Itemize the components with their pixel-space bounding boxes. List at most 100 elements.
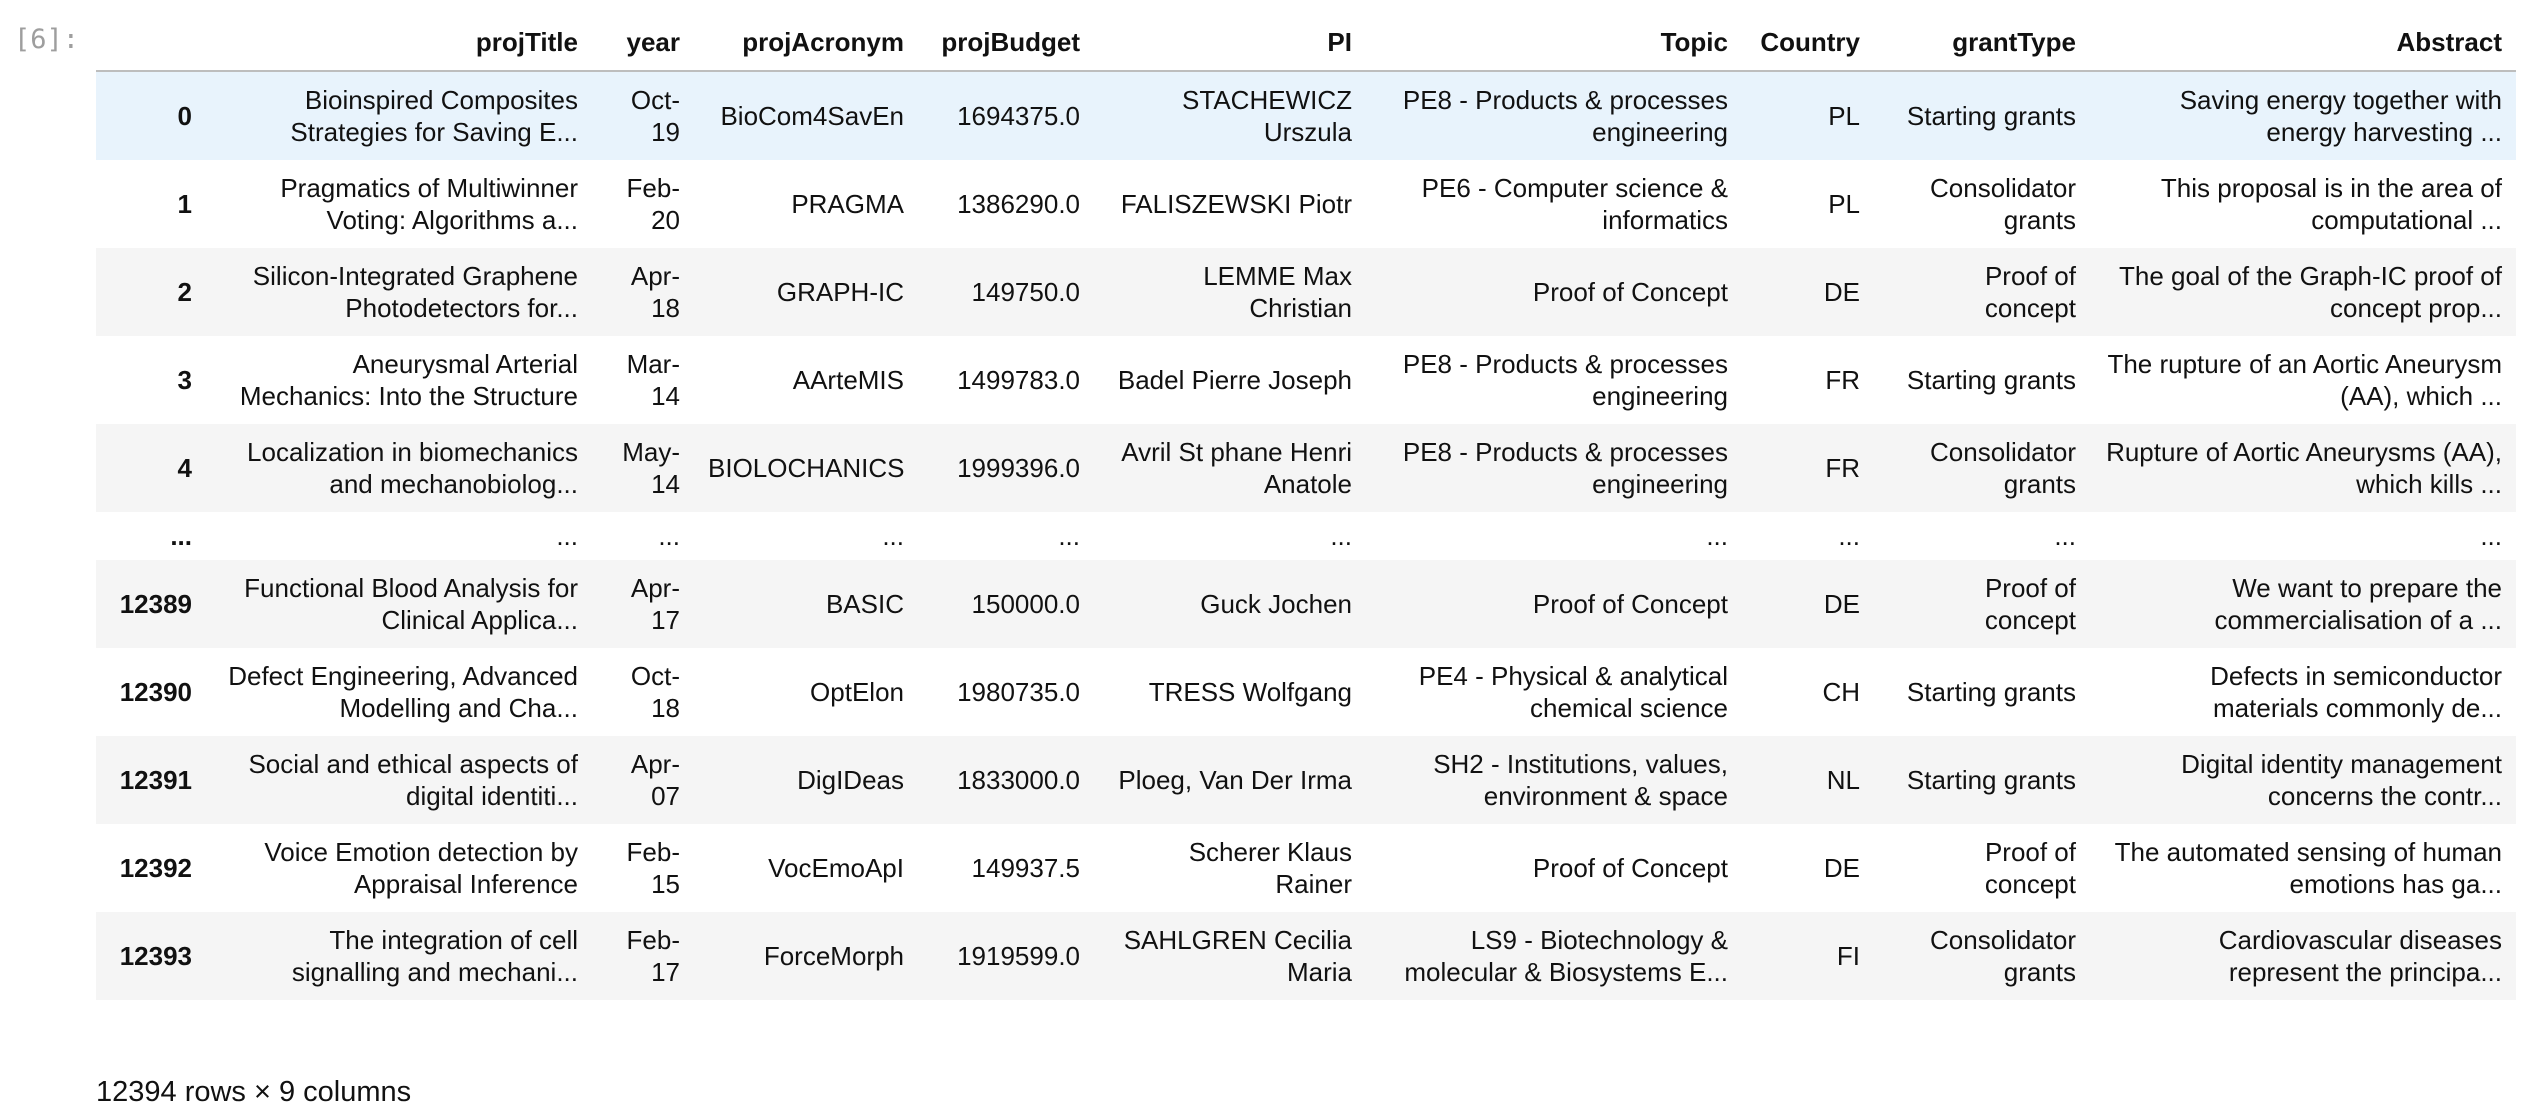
cell-abstract: Rupture of Aortic Aneurysms (AA), which … <box>2106 437 2502 499</box>
cell-abstract: Cardiovascular diseases represent the pr… <box>2218 925 2502 987</box>
cell-projacronym: PRAGMA <box>791 189 904 219</box>
cell-projacronym: OptElon <box>810 677 904 707</box>
table-row: 12389 Functional Blood Analysis for Clini… <box>96 560 2516 648</box>
column-header-country: Country <box>1742 20 1874 72</box>
cell-projbudget: 1694375.0 <box>957 101 1080 131</box>
table-row: 3 Aneurysmal Arterial Mechanics: Into the… <box>96 336 2516 424</box>
row-index: 2 <box>177 277 192 307</box>
cell-projtitle: Voice Emotion detection by Appraisal Inf… <box>264 837 578 899</box>
cell-pi: Ploeg, Van Der Irma <box>1118 765 1352 795</box>
table-row: 12393 The integration of cell signalling … <box>96 912 2516 1000</box>
cell-topic: PE8 - Products & processes engineering <box>1402 437 1728 499</box>
cell-abstract: We want to prepare the commercialisation… <box>2214 573 2502 635</box>
cell-projtitle: Functional Blood Analysis for Clinical A… <box>244 573 578 635</box>
cell-granttype: Consolidator grants <box>1930 173 2076 235</box>
cell-projbudget: 1499783.0 <box>957 365 1080 395</box>
cell-projtitle: Defect Engineering, Advanced Modelling a… <box>228 661 578 723</box>
cell-topic: Proof of Concept <box>1532 853 1728 883</box>
cell-pi: Badel Pierre Joseph <box>1117 365 1352 395</box>
cell-abstract: Defects in semiconductor materials commo… <box>2210 661 2502 723</box>
cell-topic: PE6 - Computer science & informatics <box>1421 173 1728 235</box>
cell-granttype: ... <box>2054 521 2076 551</box>
cell-topic: PE4 - Physical & analytical chemical sci… <box>1418 661 1728 723</box>
column-header-granttype: grantType <box>1874 20 2090 72</box>
cell-abstract: This proposal is in the area of computat… <box>2160 173 2502 235</box>
cell-pi: SAHLGREN Cecilia Maria <box>1123 925 1352 987</box>
row-index: ... <box>170 521 192 551</box>
cell-pi: TRESS Wolfgang <box>1148 677 1352 707</box>
row-index: 12390 <box>119 677 192 707</box>
ellipsis-row: .............................. <box>96 512 2516 560</box>
cell-projacronym: DigIDeas <box>797 765 904 795</box>
cell-topic: ... <box>1706 521 1728 551</box>
cell-granttype: Starting grants <box>1906 101 2076 131</box>
row-index: 12393 <box>119 941 192 971</box>
cell-projacronym: BASIC <box>825 589 904 619</box>
cell-country: FR <box>1825 365 1860 395</box>
cell-country: NL <box>1826 765 1860 795</box>
table-row: 12392 Voice Emotion detection by Appraisa… <box>96 824 2516 912</box>
cell-projtitle: Bioinspired Composites Strategies for Sa… <box>290 85 578 147</box>
cell-abstract: Saving energy together with energy harve… <box>2179 85 2502 147</box>
cell-country: PL <box>1828 189 1860 219</box>
cell-projtitle: The integration of cell signalling and m… <box>291 925 578 987</box>
cell-projacronym: ForceMorph <box>763 941 904 971</box>
cell-granttype: Starting grants <box>1906 765 2076 795</box>
cell-granttype: Proof of concept <box>1984 261 2076 323</box>
cell-projtitle: Silicon-Integrated Graphene Photodetecto… <box>252 261 578 323</box>
column-header-projbudget: projBudget <box>918 20 1094 72</box>
dataframe-shape-summary: 12394 rows × 9 columns <box>96 1076 412 1108</box>
table-row: 1 Pragmatics of Multiwinner Voting: Algor… <box>96 160 2516 248</box>
cell-projtitle: Pragmatics of Multiwinner Voting: Algori… <box>280 173 578 235</box>
cell-abstract: Digital identity management concerns the… <box>2181 749 2502 811</box>
cell-pi: ... <box>1330 521 1352 551</box>
cell-country: DE <box>1823 589 1860 619</box>
cell-year: Mar-14 <box>626 349 680 411</box>
cell-granttype: Consolidator grants <box>1930 925 2076 987</box>
cell-country: DE <box>1823 853 1860 883</box>
table-header: projTitle year projAcronym projBudget PI… <box>96 20 2516 72</box>
column-header-abstract: Abstract <box>2090 20 2516 72</box>
table-body: 0 Bioinspired Composites Strategies for S… <box>96 71 2516 1000</box>
row-index: 3 <box>177 365 192 395</box>
cell-country: FI <box>1836 941 1860 971</box>
cell-country: FR <box>1825 453 1860 483</box>
cell-projacronym: BIOLOCHANICS <box>708 453 905 483</box>
cell-projbudget: 1999396.0 <box>957 453 1080 483</box>
cell-abstract: The automated sensing of human emotions … <box>2114 837 2502 899</box>
cell-granttype: Proof of concept <box>1984 837 2076 899</box>
table-row: 0 Bioinspired Composites Strategies for S… <box>96 71 2516 160</box>
table-row: 4 Localization in biomechanics and mechan… <box>96 424 2516 512</box>
cell-year: Feb-15 <box>626 837 680 899</box>
column-header-year: year <box>592 20 694 72</box>
row-index: 12391 <box>119 765 192 795</box>
cell-projacronym: AArteMIS <box>792 365 904 395</box>
cell-abstract: The goal of the Graph-IC proof of concep… <box>2119 261 2502 323</box>
cell-granttype: Consolidator grants <box>1930 437 2076 499</box>
cell-projbudget: 1386290.0 <box>957 189 1080 219</box>
cell-topic: Proof of Concept <box>1532 589 1728 619</box>
cell-topic: PE8 - Products & processes engineering <box>1402 349 1728 411</box>
cell-country: DE <box>1823 277 1860 307</box>
cell-projtitle: Localization in biomechanics and mechano… <box>247 437 578 499</box>
cell-country: CH <box>1822 677 1860 707</box>
cell-year: Oct-19 <box>630 85 680 147</box>
cell-projbudget: 150000.0 <box>971 589 1080 619</box>
cell-year: Feb-20 <box>626 173 680 235</box>
cell-projbudget: ... <box>1058 521 1080 551</box>
cell-projbudget: 1980735.0 <box>957 677 1080 707</box>
cell-projbudget: 149937.5 <box>971 853 1080 883</box>
cell-country: ... <box>1838 521 1860 551</box>
table-row: 12391 Social and ethical aspects of digit… <box>96 736 2516 824</box>
cell-projbudget: 1919599.0 <box>957 941 1080 971</box>
cell-topic: PE8 - Products & processes engineering <box>1402 85 1728 147</box>
column-header-topic: Topic <box>1366 20 1742 72</box>
execution-prompt: [6]: <box>14 24 80 55</box>
cell-topic: LS9 - Biotechnology & molecular & Biosys… <box>1404 925 1728 987</box>
cell-pi: Avril St phane Henri Anatole <box>1121 437 1352 499</box>
cell-projbudget: 1833000.0 <box>957 765 1080 795</box>
row-index: 12392 <box>119 853 192 883</box>
cell-topic: Proof of Concept <box>1532 277 1728 307</box>
cell-pi: STACHEWICZ Urszula <box>1182 85 1352 147</box>
